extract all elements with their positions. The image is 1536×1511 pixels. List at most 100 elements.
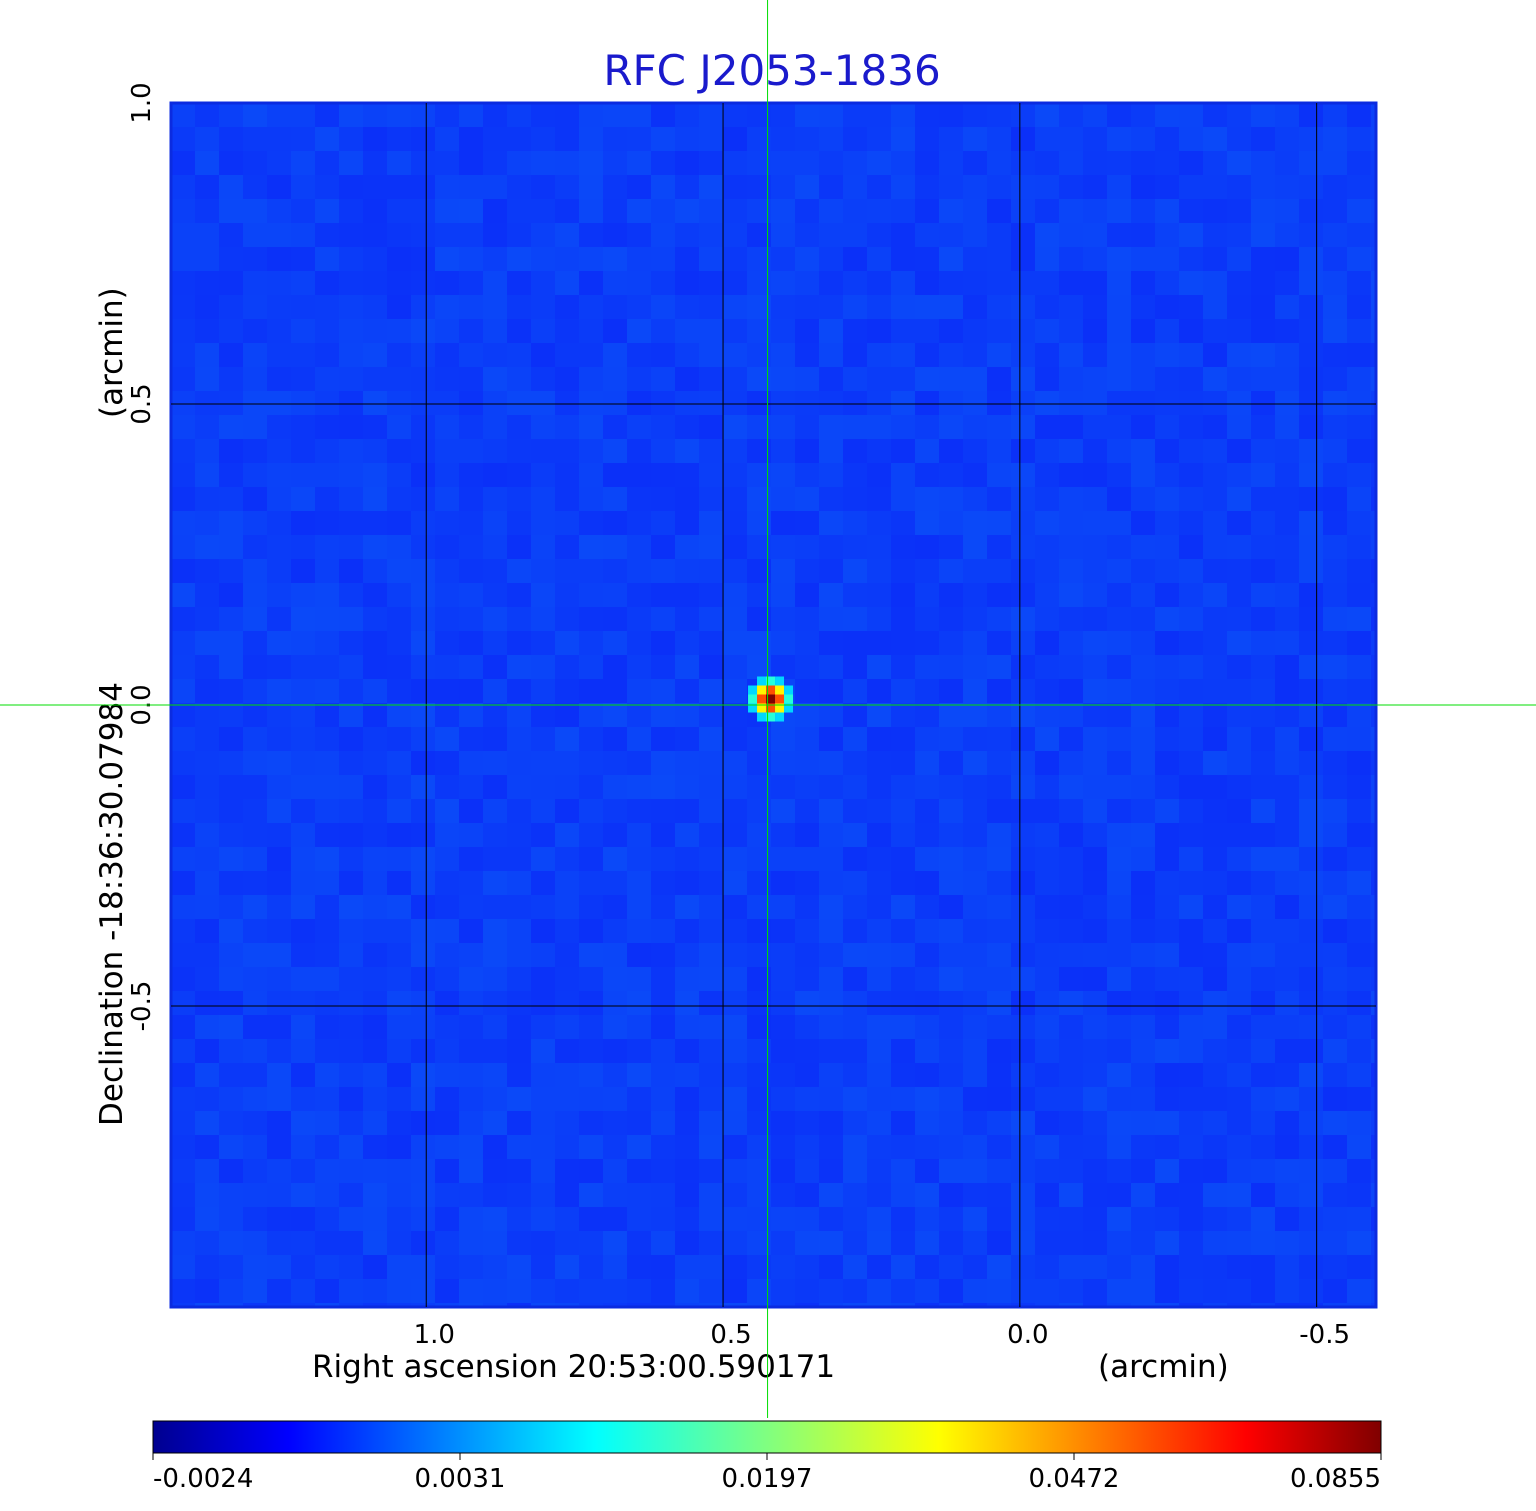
noise-cell [843,1063,867,1087]
noise-cell [1275,439,1299,463]
noise-cell [531,1231,555,1255]
noise-cell [1011,1231,1035,1255]
noise-cell [411,823,435,847]
noise-cell [339,583,363,607]
noise-cell [819,559,843,583]
noise-cell [795,415,819,439]
noise-cell [411,1279,435,1303]
noise-cell [1275,991,1299,1015]
noise-cell [1323,1111,1347,1135]
noise-cell [723,967,747,991]
noise-cell [771,439,795,463]
noise-cell [1059,223,1083,247]
noise-cell [627,1063,651,1087]
noise-cell [747,559,771,583]
noise-cell [243,727,267,751]
noise-cell [675,895,699,919]
noise-cell [291,439,315,463]
noise-cell [1083,127,1107,151]
noise-cell [363,895,387,919]
noise-cell [267,175,291,199]
noise-cell [939,343,963,367]
noise-cell [603,727,627,751]
noise-cell [939,1015,963,1039]
noise-cell [1107,895,1131,919]
noise-cell [1347,1039,1371,1063]
noise-cell [459,175,483,199]
noise-cell [891,631,915,655]
noise-cell [843,151,867,175]
noise-cell [267,871,291,895]
noise-cell [747,319,771,343]
noise-cell [435,751,459,775]
noise-cell [1107,1063,1131,1087]
noise-cell [1275,343,1299,367]
noise-cell [891,295,915,319]
noise-cell [1347,871,1371,895]
noise-cell [1299,583,1323,607]
noise-cell [723,511,747,535]
noise-cell [315,439,339,463]
noise-cell [1179,943,1203,967]
noise-cell [915,1183,939,1207]
noise-cell [1179,415,1203,439]
noise-cell [579,799,603,823]
noise-cell [483,823,507,847]
noise-cell [627,1303,651,1307]
noise-cell [507,103,531,127]
noise-cell [915,1111,939,1135]
noise-cell [243,919,267,943]
noise-cell [435,655,459,679]
noise-cell [867,919,891,943]
noise-cell [603,823,627,847]
noise-cell [1371,631,1376,655]
noise-cell [627,415,651,439]
noise-cell [987,391,1011,415]
noise-cell [411,487,435,511]
noise-cell [411,679,435,703]
noise-cell [723,1015,747,1039]
noise-cell [171,247,195,271]
noise-cell [1131,295,1155,319]
noise-cell [1227,1063,1251,1087]
noise-cell [1203,223,1227,247]
noise-cell [1059,535,1083,559]
noise-cell [171,463,195,487]
noise-cell [963,1279,987,1303]
noise-cell [387,247,411,271]
noise-cell [1227,463,1251,487]
noise-cell [291,919,315,943]
noise-cell [1203,655,1227,679]
noise-cell [771,319,795,343]
noise-cell [1371,1231,1376,1255]
noise-cell [651,1207,675,1231]
noise-cell [291,1183,315,1207]
noise-cell [1059,391,1083,415]
noise-cell [1275,559,1299,583]
noise-cell [435,607,459,631]
noise-cell [675,391,699,415]
noise-cell [1035,655,1059,679]
noise-cell [1011,583,1035,607]
noise-cell [1251,1303,1275,1307]
noise-cell [579,319,603,343]
noise-cell [387,631,411,655]
noise-cell [819,871,843,895]
noise-cell [555,487,579,511]
noise-cell [627,679,651,703]
noise-cell [435,895,459,919]
noise-cell [1323,295,1347,319]
noise-cell [1227,391,1251,415]
noise-cell [1083,583,1107,607]
noise-cell [291,895,315,919]
noise-cell [459,727,483,751]
noise-cell [939,391,963,415]
noise-cell [555,127,579,151]
colorbar-gradient [152,1420,1382,1454]
noise-cell [1035,1087,1059,1111]
noise-cell [483,415,507,439]
noise-cell [291,415,315,439]
noise-cell [795,535,819,559]
noise-cell [747,343,771,367]
